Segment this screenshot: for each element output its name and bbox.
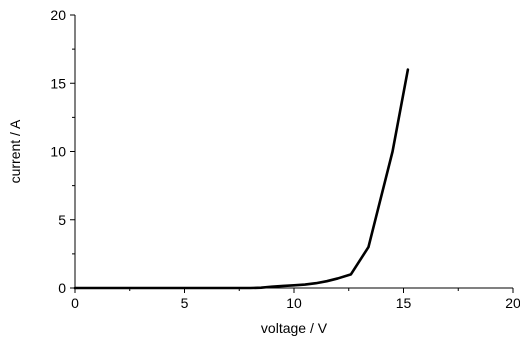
y-tick-label: 0 bbox=[58, 280, 66, 296]
data-line bbox=[73, 68, 410, 290]
x-tick-label: 20 bbox=[505, 295, 520, 311]
axis-ticks bbox=[70, 14, 514, 293]
y-tick-label: 10 bbox=[50, 144, 66, 160]
series-group bbox=[73, 68, 410, 290]
y-tick-label: 15 bbox=[50, 75, 66, 91]
y-tick-label: 5 bbox=[58, 212, 66, 228]
x-tick-label: 5 bbox=[181, 295, 189, 311]
axes bbox=[74, 15, 513, 289]
x-tick-label: 10 bbox=[286, 295, 302, 311]
tick-labels: 0 5 10 15 20 0 5 10 15 20 bbox=[50, 7, 520, 311]
x-tick-label: 15 bbox=[396, 295, 412, 311]
y-axis-title: current / A bbox=[7, 119, 23, 183]
x-axis-title: voltage / V bbox=[261, 320, 328, 336]
x-tick-label: 0 bbox=[71, 295, 79, 311]
y-tick-label: 20 bbox=[50, 7, 66, 23]
